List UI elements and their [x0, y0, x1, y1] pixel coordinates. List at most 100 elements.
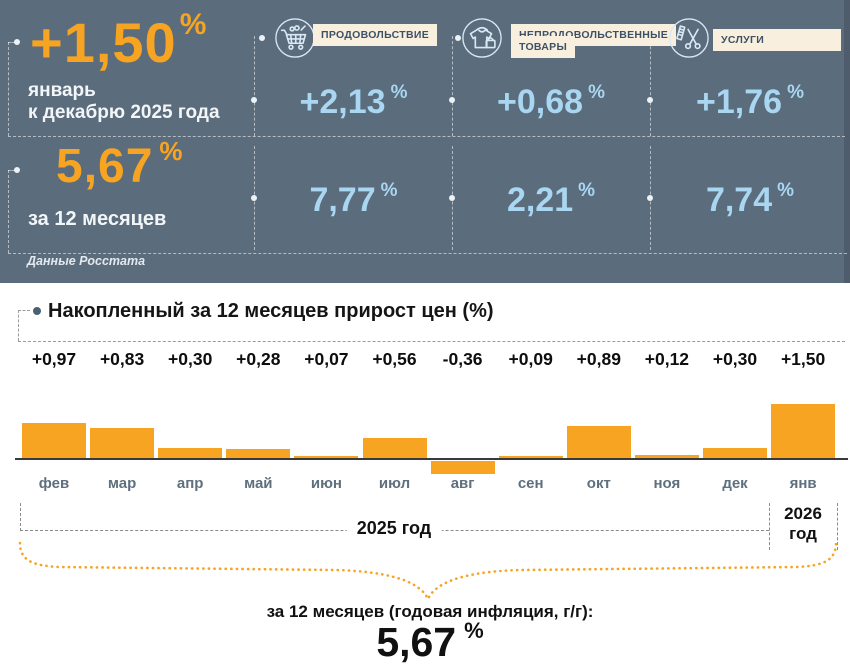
- headline-monthly-value: +1,50%: [30, 10, 207, 71]
- divider-dot: [14, 167, 20, 173]
- annual-inflation-total: 5,67%: [0, 620, 850, 663]
- percent-sign: %: [787, 82, 804, 103]
- bar-value-label: -0,36: [442, 349, 483, 369]
- bar-окт: [566, 426, 631, 459]
- year-tick: [837, 503, 838, 550]
- divider-stub: [8, 170, 18, 171]
- period-line-2: к декабрю 2025 года: [28, 102, 220, 123]
- bar-value-label: +0,30: [712, 349, 758, 369]
- divider-dot: [251, 195, 257, 201]
- bar-сен: [498, 455, 563, 459]
- divider-left: [8, 170, 9, 253]
- category-month-change: +2,13%: [255, 83, 452, 119]
- bar-value-label: +0,56: [372, 349, 417, 369]
- year-tick: [20, 503, 21, 531]
- month-tick-label: окт: [586, 475, 611, 492]
- data-source-note: Данные Росстата: [27, 254, 146, 268]
- chart-baseline: [15, 458, 848, 460]
- category-column-1: ПРОДОВОЛЬСТВИЕ +2,13% 7,77%: [255, 0, 452, 255]
- category-column-3: УСЛУГИ +1,76% 7,74%: [650, 0, 850, 255]
- bar-value-label: +0,09: [508, 349, 553, 369]
- bar-апр: [158, 447, 223, 459]
- value-number: 7,74: [705, 181, 773, 219]
- percent-sign: %: [390, 82, 408, 103]
- headline-period: январь к декабрю 2025 года: [28, 80, 220, 124]
- percent-sign: %: [588, 82, 605, 103]
- divider-left: [8, 42, 9, 136]
- bar-value-label: +0,07: [304, 349, 349, 369]
- annual-total-number: 5,67: [376, 619, 457, 665]
- value-number: 2,21: [506, 181, 574, 219]
- title-bracket-side: [18, 310, 19, 341]
- month-tick-label: фев: [38, 475, 70, 492]
- chart-section: Накопленный за 12 месяцев прирост цен (%…: [0, 283, 850, 669]
- divider-col: [452, 36, 453, 136]
- bullet-icon: [33, 307, 41, 315]
- value-number: +2,13: [299, 83, 386, 121]
- category-annual-change: 7,77%: [255, 181, 452, 217]
- banner-edge-shade: [844, 0, 850, 283]
- bar-value-label: +0,12: [644, 349, 690, 369]
- category-column-2: НЕПРОДОВОЛЬСТВЕННЫЕ ТОВАРЫ +0,68% 2,21%: [452, 0, 677, 255]
- value-number: +0,68: [497, 83, 584, 121]
- scissors-comb-icon: [668, 17, 710, 59]
- divider-col: [650, 36, 651, 136]
- month-tick-label: май: [244, 475, 273, 492]
- annual-inflation-value: 5,67%: [56, 138, 184, 191]
- category-month-change: +1,76%: [650, 83, 850, 119]
- value-number: +1,76: [696, 83, 783, 121]
- divider-bottom: [8, 253, 847, 254]
- category-annual-change: 7,74%: [650, 181, 850, 217]
- month-tick-label: авг: [450, 475, 475, 492]
- percent-sign: %: [179, 8, 208, 41]
- bar-value-label: +0,83: [99, 349, 145, 369]
- divider-dot: [449, 195, 455, 201]
- title-bracket-stub: [18, 310, 30, 311]
- bar-май: [226, 448, 291, 459]
- month-tick-label: апр: [176, 475, 204, 492]
- bar-дек: [703, 447, 767, 459]
- year-2026-label: 2026 год: [769, 504, 837, 544]
- month-tick-label: июн: [310, 475, 342, 492]
- clothes-bag-icon: [461, 17, 503, 59]
- year-2026-line1: 2026: [784, 504, 822, 523]
- bar-value-label: +0,97: [31, 349, 77, 369]
- period-line-1: январь: [28, 80, 96, 101]
- bar-value-label: +1,50: [780, 349, 826, 369]
- value-number: 7,77: [309, 181, 376, 219]
- percent-sign: %: [578, 180, 596, 201]
- divider-row: [8, 136, 845, 137]
- percent-sign: %: [777, 180, 795, 201]
- divider-dot: [14, 39, 20, 45]
- category-annual-change: 2,21%: [452, 181, 650, 217]
- category-label: ПРОДОВОЛЬСТВИЕ: [313, 24, 450, 46]
- month-tick-label: сен: [517, 475, 544, 492]
- divider-dot: [251, 97, 257, 103]
- bar-value-label: +0,89: [576, 349, 621, 369]
- headline-number: +1,50: [30, 11, 177, 74]
- divider-stub: [8, 42, 18, 43]
- bar-мар: [90, 428, 155, 459]
- annual-inflation-caption: за 12 месяцев (годовая инфляция, г/г):: [266, 602, 594, 621]
- percent-sign: %: [159, 136, 184, 166]
- bar-фев: [22, 423, 86, 459]
- month-tick-label: июл: [378, 475, 411, 492]
- bar-янв: [771, 403, 836, 459]
- annual-number: 5,67: [56, 140, 154, 193]
- month-tick-label: янв: [789, 475, 817, 492]
- percent-sign: %: [380, 180, 398, 201]
- category-label-text: УСЛУГИ: [713, 29, 841, 51]
- divider-dot: [455, 35, 461, 41]
- title-bracket-base: [18, 341, 845, 342]
- bar-ноя: [634, 454, 699, 459]
- bar-июл: [362, 438, 427, 459]
- year-2025-label: 2025 год: [346, 518, 442, 539]
- divider-dot: [259, 35, 265, 41]
- bar-value-label: +0,28: [236, 349, 281, 369]
- category-label: УСЛУГИ: [713, 29, 848, 51]
- category-label-text: ПРОДОВОЛЬСТВИЕ: [313, 24, 438, 46]
- month-tick-label: ноя: [653, 475, 681, 492]
- category-label: НЕПРОДОВОЛЬСТВЕННЫЕ ТОВАРЫ: [511, 24, 677, 58]
- cart-icon: [274, 17, 316, 59]
